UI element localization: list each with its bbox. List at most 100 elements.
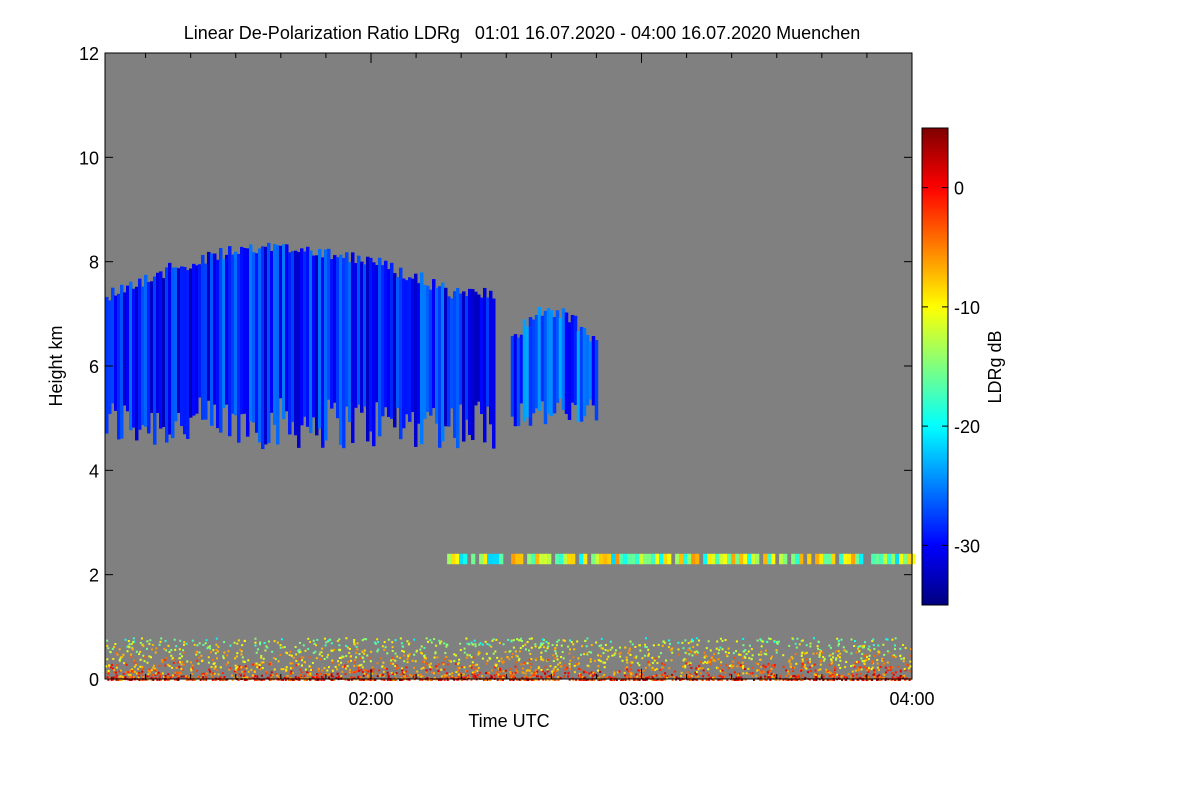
speckle <box>336 672 339 675</box>
speckle <box>886 638 889 641</box>
speckle <box>386 671 389 674</box>
speckle <box>624 678 627 681</box>
speckle <box>483 678 486 681</box>
speckle <box>577 662 580 665</box>
speckle <box>167 678 170 681</box>
speckle <box>109 651 112 654</box>
speckle <box>763 652 766 655</box>
speckle <box>178 661 181 664</box>
speckle <box>440 640 443 643</box>
speckle <box>520 637 523 640</box>
speckle <box>828 675 831 678</box>
speckle <box>476 676 479 679</box>
layer-strip <box>663 553 668 565</box>
speckle <box>234 671 237 674</box>
speckle <box>651 676 654 679</box>
cloud-strip <box>480 297 484 415</box>
speckle <box>258 666 261 669</box>
speckle <box>556 678 559 681</box>
speckle <box>253 678 256 681</box>
speckle <box>197 675 200 678</box>
speckle <box>891 676 894 679</box>
speckle <box>243 676 246 679</box>
speckle <box>899 647 902 650</box>
speckle <box>183 643 186 646</box>
speckle <box>454 663 457 666</box>
speckle <box>142 645 145 648</box>
speckle <box>864 653 867 656</box>
speckle <box>476 669 479 672</box>
speckle <box>277 676 280 679</box>
speckle <box>891 638 894 641</box>
layer-strip <box>755 553 760 565</box>
speckle <box>456 663 459 666</box>
speckle <box>530 658 533 661</box>
speckle <box>509 678 512 681</box>
speckle <box>322 676 325 679</box>
speckle <box>829 646 832 649</box>
speckle <box>573 648 576 651</box>
speckle <box>707 640 710 643</box>
speckle <box>215 649 218 652</box>
speckle <box>808 666 811 669</box>
speckle <box>129 676 132 679</box>
speckle <box>510 678 513 681</box>
speckle <box>406 677 409 680</box>
speckle <box>828 678 831 681</box>
speckle <box>589 660 592 663</box>
speckle <box>182 675 185 678</box>
cloud-strip <box>525 326 530 418</box>
speckle <box>516 655 519 658</box>
speckle <box>738 653 741 656</box>
speckle <box>181 661 184 664</box>
speckle <box>626 674 629 677</box>
speckle <box>352 671 355 674</box>
speckle <box>417 674 420 677</box>
speckle <box>903 657 906 660</box>
speckle <box>327 653 330 656</box>
speckle <box>643 654 646 657</box>
speckle <box>323 667 326 670</box>
speckle <box>236 665 239 668</box>
speckle <box>556 668 559 671</box>
speckle <box>289 667 292 670</box>
speckle <box>908 678 911 681</box>
speckle <box>844 666 847 669</box>
speckle <box>529 676 532 679</box>
speckle <box>302 656 305 659</box>
speckle <box>705 647 708 650</box>
speckle <box>286 675 289 678</box>
speckle <box>336 640 339 643</box>
speckle <box>384 646 387 649</box>
speckle <box>837 654 840 657</box>
speckle <box>124 676 127 679</box>
speckle <box>566 666 569 669</box>
speckle <box>361 666 364 669</box>
speckle <box>517 639 520 642</box>
speckle <box>144 656 147 659</box>
speckle <box>613 654 616 657</box>
speckle <box>178 657 181 660</box>
speckle <box>718 678 721 681</box>
speckle <box>655 668 658 671</box>
cloud-strip <box>456 287 460 449</box>
speckle <box>152 666 155 669</box>
speckle <box>474 664 477 667</box>
speckle <box>787 660 790 663</box>
speckle <box>281 646 284 649</box>
speckle <box>668 642 671 645</box>
speckle <box>645 646 648 649</box>
speckle <box>108 664 111 667</box>
speckle <box>525 669 528 672</box>
speckle <box>661 678 664 681</box>
layer-strip <box>603 553 608 565</box>
speckle <box>719 669 722 672</box>
speckle <box>330 642 333 645</box>
speckle <box>700 678 703 681</box>
speckle <box>477 653 480 656</box>
speckle <box>759 676 762 679</box>
speckle <box>439 642 442 645</box>
speckle <box>211 678 214 681</box>
speckle <box>542 678 545 681</box>
speckle <box>871 640 874 643</box>
